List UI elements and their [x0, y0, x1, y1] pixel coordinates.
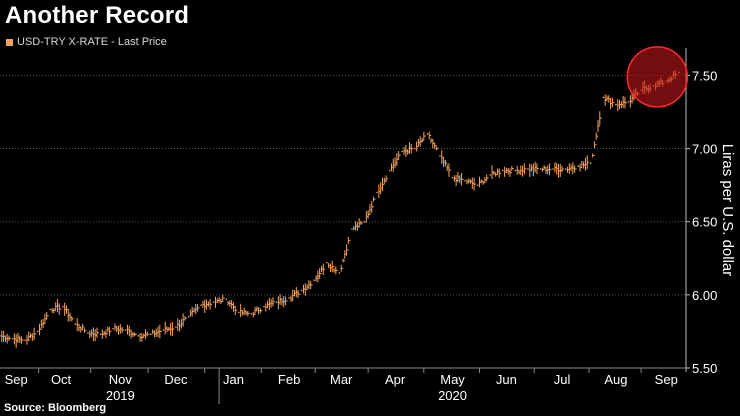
data-point — [238, 311, 240, 314]
price-series — [0, 70, 680, 348]
data-point — [376, 191, 378, 194]
data-point — [87, 332, 89, 334]
y-tick-label: 6.00 — [692, 288, 717, 303]
x-tick-label: May — [440, 372, 465, 387]
legend: USD-TRY X-RATE - Last Price — [6, 36, 167, 48]
data-point — [150, 333, 152, 336]
x-tick-label: Nov — [109, 372, 133, 387]
data-point — [24, 339, 26, 342]
data-point — [124, 329, 127, 331]
data-point — [627, 100, 630, 103]
data-point — [401, 150, 404, 153]
y-tick-label: 7.00 — [692, 142, 717, 157]
x-tick-label: Feb — [278, 372, 300, 387]
record-highlight — [626, 46, 689, 108]
data-point — [451, 177, 454, 179]
x-tick-label: Jan — [223, 372, 244, 387]
year-label: 2020 — [438, 388, 467, 403]
highlight-circle — [626, 46, 689, 108]
data-point — [300, 289, 303, 292]
data-point — [250, 313, 253, 315]
chart-title: Another Record — [5, 2, 190, 29]
data-point — [602, 96, 605, 99]
tick-labels: 5.50 6.00 6.50 7.00 7.50 Liras per U.S. dolla… — [5, 68, 736, 403]
data-point — [11, 337, 14, 340]
data-point — [388, 169, 391, 172]
data-point — [263, 305, 265, 308]
data-point — [502, 169, 504, 172]
x-tick-label: Mar — [330, 372, 353, 387]
data-point — [489, 174, 492, 176]
data-point — [74, 323, 77, 325]
data-point — [590, 162, 592, 164]
data-point — [351, 228, 353, 230]
grid-lines — [0, 74, 686, 369]
data-point — [313, 279, 316, 282]
y-tick-label: 5.50 — [692, 361, 717, 376]
x-tick-label: Sep — [655, 372, 678, 387]
data-point — [175, 326, 177, 328]
data-point — [363, 220, 366, 223]
x-tick-label: Apr — [385, 372, 406, 387]
data-point — [187, 315, 190, 318]
x-tick-label: Aug — [604, 372, 627, 387]
x-tick-label: Jun — [496, 372, 517, 387]
y-tick-label: 6.50 — [692, 215, 717, 230]
data-point — [539, 168, 542, 170]
data-point — [200, 304, 202, 306]
data-point — [288, 296, 290, 299]
data-point — [476, 184, 479, 186]
data-point — [49, 308, 52, 311]
data-point — [577, 165, 580, 167]
x-tick-label: Dec — [164, 372, 188, 387]
legend-label: USD-TRY X-RATE - Last Price — [17, 36, 167, 48]
year-label: 2019 — [106, 388, 135, 403]
data-point — [62, 305, 64, 308]
data-point — [99, 333, 102, 336]
data-point — [464, 179, 466, 182]
data-point — [212, 301, 215, 303]
data-point — [275, 301, 278, 303]
data-point — [338, 272, 341, 274]
data-point — [326, 261, 328, 264]
data-point — [36, 330, 39, 333]
x-tick-label: Sep — [5, 372, 28, 387]
data-point — [514, 169, 517, 172]
data-point — [426, 133, 429, 135]
x-tick-label: Oct — [51, 372, 72, 387]
axes — [0, 48, 690, 404]
data-point — [527, 168, 529, 170]
x-tick-label: Jul — [554, 372, 571, 387]
data-point — [552, 168, 554, 170]
data-point — [414, 147, 416, 150]
data-point — [162, 329, 165, 331]
data-point — [439, 155, 441, 157]
data-point — [615, 103, 617, 106]
data-point — [112, 327, 114, 330]
data-point — [225, 298, 228, 301]
data-point — [137, 335, 140, 337]
source-note: Source: Bloomberg — [4, 402, 107, 414]
y-axis-title: Liras per U.S. dollar — [719, 144, 736, 277]
legend-swatch — [6, 38, 13, 46]
data-point — [564, 168, 567, 170]
y-tick-label: 7.50 — [692, 68, 717, 83]
data-point — [0, 335, 1, 337]
